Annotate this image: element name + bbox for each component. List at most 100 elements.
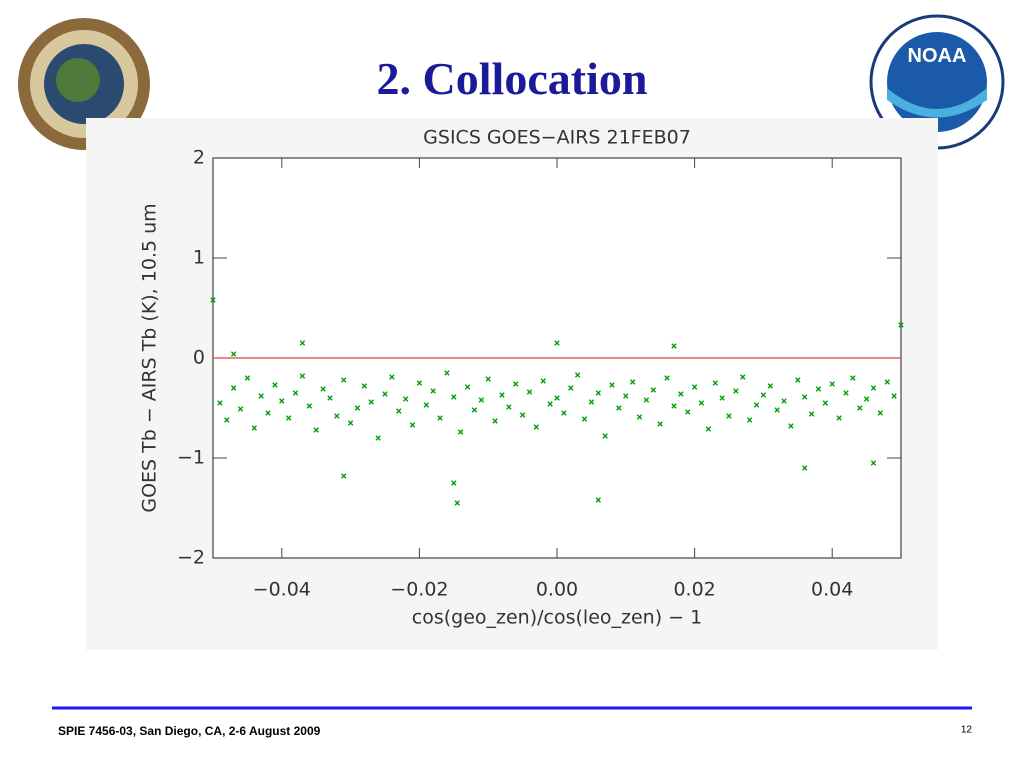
point — [320, 386, 326, 392]
point — [513, 381, 519, 387]
point — [389, 374, 395, 380]
point — [451, 480, 457, 486]
chart: GSICS GOES−AIRS 21FEB07 cos(geo_zen)/cos(… — [139, 127, 904, 629]
point — [671, 403, 677, 409]
point — [341, 377, 347, 383]
point — [698, 400, 705, 406]
point — [210, 297, 216, 303]
point — [279, 398, 285, 404]
point — [898, 322, 904, 328]
point — [657, 421, 663, 427]
point — [609, 382, 615, 388]
point — [272, 382, 278, 388]
point — [341, 473, 347, 479]
point — [258, 393, 264, 399]
point — [437, 415, 443, 421]
point — [788, 423, 794, 429]
point — [733, 388, 739, 394]
point — [547, 401, 553, 407]
point — [230, 385, 237, 391]
point — [492, 418, 498, 424]
point — [685, 409, 691, 415]
point — [244, 375, 251, 381]
point — [451, 394, 457, 400]
point — [409, 422, 416, 428]
point — [870, 460, 877, 466]
logo-label: NOAA — [908, 45, 967, 67]
point — [299, 373, 306, 379]
point — [237, 406, 244, 412]
y-tick-label: 1 — [193, 247, 205, 269]
point — [292, 390, 299, 396]
point — [334, 413, 340, 419]
x-tick-label: 0.00 — [536, 579, 578, 601]
point — [588, 399, 595, 405]
point — [863, 396, 870, 402]
point — [423, 402, 429, 408]
point — [471, 407, 478, 413]
point — [891, 393, 897, 399]
point — [623, 393, 629, 399]
y-axis-label: GOES Tb − AIRS Tb (K), 10.5 um — [139, 203, 161, 512]
point — [746, 417, 753, 423]
point — [533, 424, 540, 430]
point — [815, 386, 822, 392]
point — [595, 390, 601, 396]
noaa-logo: NOAA — [869, 14, 1005, 150]
point — [519, 412, 526, 418]
x-tick-label: −0.02 — [390, 579, 448, 601]
point — [712, 380, 718, 386]
y-tick-label: −1 — [177, 447, 205, 469]
y-tick-label: 2 — [193, 147, 205, 169]
point — [230, 351, 237, 357]
x-tick-label: −0.04 — [253, 579, 311, 601]
x-axis-label: cos(geo_zen)/cos(leo_zen) − 1 — [412, 607, 702, 629]
point — [382, 391, 388, 397]
point — [224, 417, 230, 423]
point — [650, 387, 657, 393]
point — [306, 403, 313, 409]
y-tick-label: 0 — [193, 347, 205, 369]
point — [416, 380, 423, 386]
point — [217, 400, 223, 406]
point — [801, 465, 808, 471]
point — [808, 411, 815, 417]
point — [767, 383, 773, 389]
point — [877, 410, 884, 416]
point — [457, 429, 464, 435]
point — [795, 377, 801, 383]
point — [368, 399, 374, 405]
point — [719, 395, 725, 401]
point — [705, 426, 712, 432]
point — [396, 408, 402, 414]
point — [506, 404, 512, 410]
point — [774, 407, 780, 413]
point — [643, 397, 650, 403]
point — [485, 376, 491, 382]
point — [444, 370, 450, 376]
point — [561, 410, 567, 416]
slide-title: 2. Collocation — [377, 53, 648, 104]
point — [781, 398, 787, 404]
point — [354, 405, 361, 411]
point — [822, 400, 829, 406]
point — [478, 397, 485, 403]
point — [568, 385, 574, 391]
point — [251, 425, 257, 431]
point — [843, 390, 849, 396]
point — [554, 340, 560, 346]
point — [554, 395, 560, 401]
x-tick-label: 0.02 — [673, 579, 715, 601]
y-tick-label: −2 — [177, 547, 205, 569]
point — [884, 379, 890, 385]
point — [836, 415, 842, 421]
point — [616, 405, 622, 411]
point — [454, 500, 460, 506]
point — [313, 427, 319, 433]
point — [347, 420, 354, 426]
point — [595, 497, 601, 503]
point — [753, 402, 760, 408]
page-number: 12 — [961, 725, 973, 736]
